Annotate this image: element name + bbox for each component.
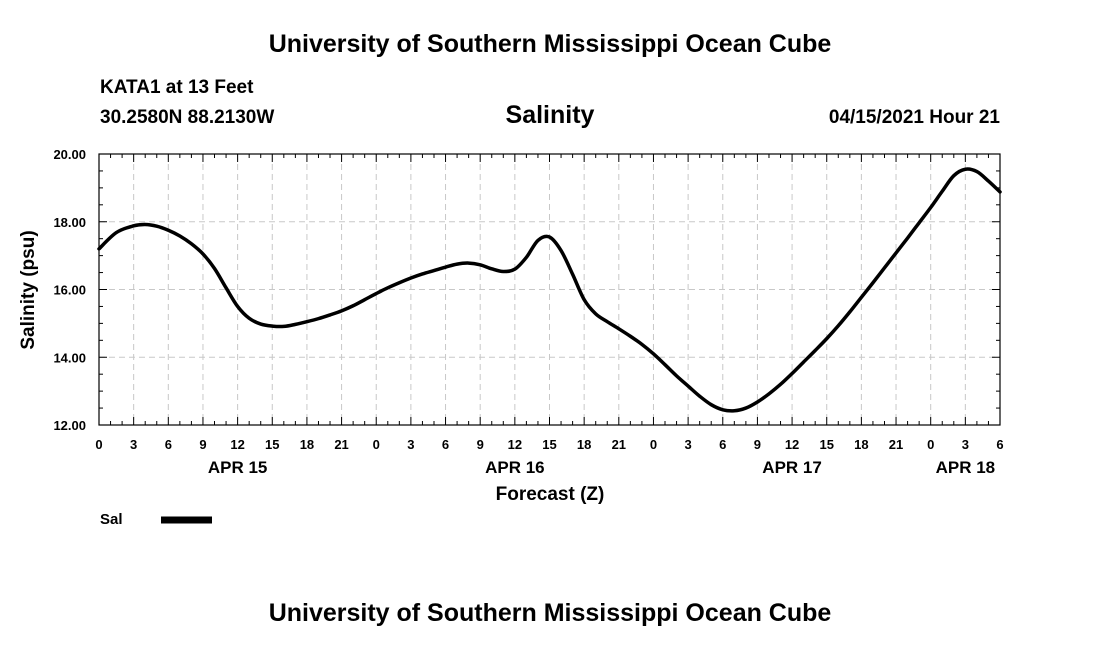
x-tick-label: 9 [754,437,761,452]
chart-grid [99,154,1000,425]
legend-label-sal: Sal [100,511,123,528]
y-axis-label: Salinity (psu) [18,230,39,349]
x-axis-date-labels: APR 15 APR 16 APR 17 APR 18 [208,458,995,477]
date-label: APR 15 [208,458,268,477]
station-label: KATA1 at 13 Feet [100,77,254,98]
date-label: APR 17 [762,458,822,477]
date-label: APR 18 [936,458,996,477]
x-tick-label: 21 [612,437,626,452]
x-tick-label: 21 [334,437,348,452]
y-tick-label: 16.00 [53,283,86,298]
x-tick-label: 15 [819,437,833,452]
x-tick-label: 12 [230,437,244,452]
forecast-datetime: 04/15/2021 Hour 21 [828,107,1000,128]
x-tick-label: 18 [300,437,314,452]
x-tick-label: 0 [927,437,934,452]
x-tick-label: 6 [165,437,172,452]
x-tick-label: 18 [854,437,868,452]
x-tick-label: 9 [477,437,484,452]
y-tick-label: 12.00 [53,418,86,433]
x-tick-label: 18 [577,437,591,452]
x-tick-label: 0 [373,437,380,452]
y-tick-label: 18.00 [53,215,86,230]
x-tick-label: 0 [95,437,102,452]
x-tick-label: 15 [265,437,279,452]
date-label: APR 16 [485,458,545,477]
y-axis: 12.00 14.00 16.00 18.00 20.00 [53,147,1000,433]
x-tick-label: 3 [684,437,691,452]
series-line-sal [97,167,1002,413]
x-tick-label: 15 [542,437,556,452]
y-tick-label: 14.00 [53,350,86,365]
station-coordinates: 30.2580N 88.2130W [100,107,275,128]
y-tick-label: 20.00 [53,147,86,162]
x-tick-label: 6 [996,437,1003,452]
x-tick-label: 3 [407,437,414,452]
x-tick-label: 6 [719,437,726,452]
x-tick-label: 9 [199,437,206,452]
x-tick-label: 21 [889,437,903,452]
page-title: University of Southern Mississippi Ocean… [268,30,832,58]
x-tick-label: 3 [130,437,137,452]
x-axis: 0 3 6 9 12 15 18 21 0 3 6 9 12 15 18 21 0 3 6 9 12 15 18 21 0 3 6 [95,154,1004,452]
x-axis-label: Forecast (Z) [496,484,605,505]
x-tick-label: 3 [962,437,969,452]
minor-ticks [99,154,1000,425]
legend: Sal [100,511,212,528]
x-tick-label: 12 [785,437,799,452]
chart-title: Salinity [505,101,595,129]
x-tick-label: 0 [650,437,657,452]
x-tick-label: 12 [508,437,522,452]
x-tick-label: 6 [442,437,449,452]
footer-title: University of Southern Mississippi Ocean… [268,599,832,627]
